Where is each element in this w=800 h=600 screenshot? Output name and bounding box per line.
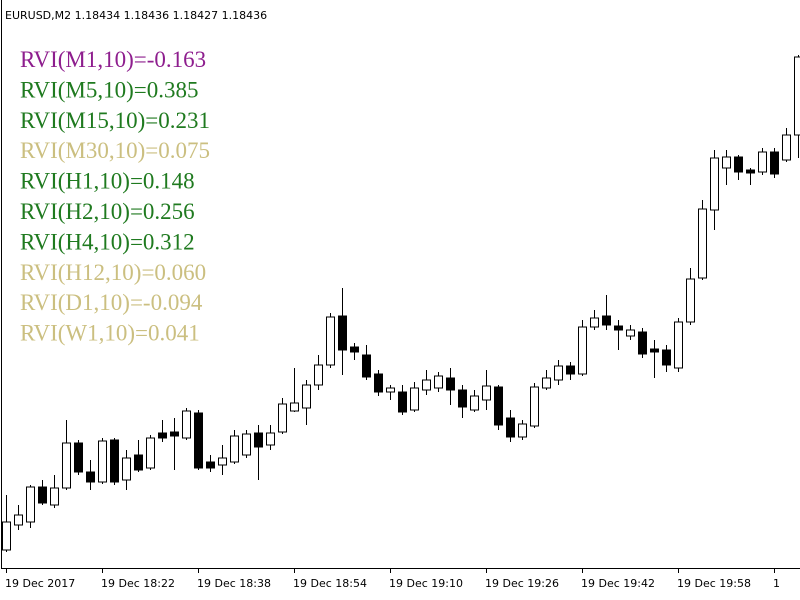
x-tick-label: 19 Dec 19:42 — [581, 577, 655, 590]
candle-body — [350, 346, 359, 353]
candle-body — [242, 433, 251, 456]
candle-body — [266, 432, 275, 446]
candle-body — [746, 169, 755, 174]
candle-body — [170, 431, 179, 437]
candle-body — [566, 365, 575, 375]
candle-body — [554, 365, 563, 381]
candle-body — [638, 331, 647, 355]
candle-body — [578, 326, 587, 375]
candle-body — [794, 56, 800, 136]
candles — [2, 55, 800, 552]
candle-body — [14, 514, 23, 526]
rvi-label: RVI(M5,10)=0.385 — [20, 77, 199, 102]
candle-body — [62, 442, 71, 489]
rvi-label: RVI(D1,10)=-0.094 — [20, 290, 203, 315]
candle-body — [530, 386, 539, 427]
candle-body — [782, 134, 791, 161]
rvi-label: RVI(H2,10)=0.256 — [20, 199, 195, 224]
x-tick-label: 19 Dec 18:22 — [101, 577, 175, 590]
candle-body — [446, 377, 455, 391]
candle-body — [386, 387, 395, 393]
candle-body — [38, 486, 47, 504]
candle-body — [86, 471, 95, 483]
candle-body — [494, 386, 503, 426]
candle-body — [770, 151, 779, 175]
candle-body — [398, 391, 407, 413]
rvi-label: RVI(M30,10)=0.075 — [20, 138, 210, 163]
candle-body — [722, 156, 731, 169]
x-tick-label: 19 Dec 19:58 — [677, 577, 751, 590]
rvi-label: RVI(H1,10)=0.148 — [20, 169, 195, 194]
candle-body — [482, 385, 491, 401]
rvi-label: RVI(M1,10)=-0.163 — [20, 47, 206, 72]
candle-body — [590, 317, 599, 328]
candle-body — [98, 440, 107, 483]
candle-body — [338, 315, 347, 351]
candle-body — [50, 487, 59, 506]
candle-body — [758, 151, 767, 173]
candle-body — [230, 435, 239, 463]
candle-body — [422, 379, 431, 391]
candle-body — [674, 321, 683, 369]
candle-body — [506, 417, 515, 438]
rvi-label: RVI(H4,10)=0.312 — [20, 229, 195, 254]
candle-body — [662, 349, 671, 366]
candle-body — [434, 375, 443, 389]
candle-body — [194, 412, 203, 469]
candle-body — [326, 316, 335, 366]
x-tick-label: 19 Dec 19:10 — [389, 577, 463, 590]
candle-body — [122, 457, 131, 481]
candle-body — [278, 403, 287, 433]
candle-body — [650, 348, 659, 353]
candle-body — [410, 387, 419, 411]
candle-body — [518, 423, 527, 438]
x-tick-label: 19 Dec 18:54 — [293, 577, 367, 590]
candle-body — [314, 364, 323, 386]
candle-body — [158, 432, 167, 439]
candle-body — [698, 208, 707, 279]
x-tick-label: 19 Dec 2017 — [5, 577, 75, 590]
candle-body — [602, 315, 611, 326]
candle-body — [206, 461, 215, 469]
candle-body — [458, 389, 467, 408]
candle-body — [2, 521, 11, 551]
candle-body — [614, 325, 623, 331]
candle-body — [626, 329, 635, 337]
rvi-label: RVI(W1,10)=0.041 — [20, 321, 200, 346]
candle-body — [74, 442, 83, 473]
candle-body — [290, 402, 299, 412]
candle-body — [542, 377, 551, 389]
candle-body — [374, 373, 383, 393]
candle-body — [686, 278, 695, 323]
candle-body — [254, 432, 263, 448]
x-tick-label: 19 Dec 18:38 — [197, 577, 271, 590]
candle-body — [710, 157, 719, 211]
candle-body — [470, 395, 479, 411]
candle-body — [26, 486, 35, 523]
candle-body — [362, 354, 371, 378]
rvi-label: RVI(H12,10)=0.060 — [20, 260, 206, 285]
candle-body — [146, 437, 155, 469]
header: EURUSD,M2 1.18434 1.18436 1.18427 1.1843… — [5, 9, 267, 22]
candle-body — [302, 384, 311, 409]
x-tick-label: 1 — [773, 577, 780, 590]
candle-body — [218, 457, 227, 466]
candle-body — [734, 156, 743, 173]
candle-body — [182, 410, 191, 439]
rvi-label: RVI(M15,10)=0.231 — [20, 108, 210, 133]
candle-body — [134, 454, 143, 471]
x-tick-label: 19 Dec 19:26 — [485, 577, 559, 590]
candle-body — [110, 439, 119, 483]
